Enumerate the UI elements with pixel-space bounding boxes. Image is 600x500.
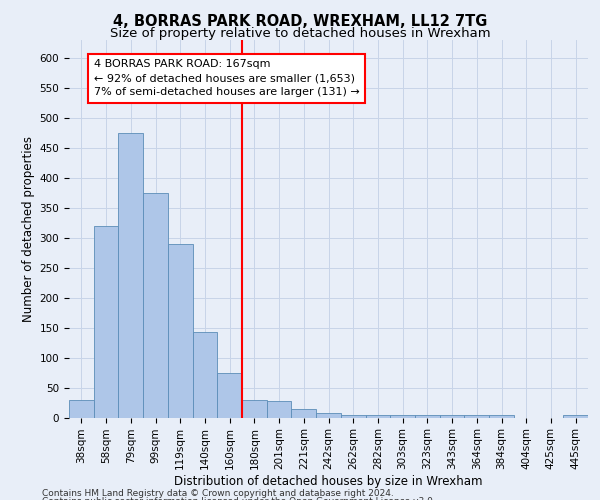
Bar [193, 332, 217, 418]
Bar [489, 415, 514, 418]
Bar [242, 400, 267, 417]
Bar [464, 415, 489, 418]
Bar [143, 193, 168, 418]
X-axis label: Distribution of detached houses by size in Wrexham: Distribution of detached houses by size … [174, 475, 483, 488]
Bar [415, 415, 440, 418]
Bar [118, 133, 143, 418]
Bar [341, 415, 365, 418]
Bar [316, 412, 341, 418]
Text: 4, BORRAS PARK ROAD, WREXHAM, LL12 7TG: 4, BORRAS PARK ROAD, WREXHAM, LL12 7TG [113, 14, 487, 29]
Y-axis label: Number of detached properties: Number of detached properties [22, 136, 35, 322]
Text: Contains public sector information licensed under the Open Government Licence v3: Contains public sector information licen… [42, 498, 436, 500]
Bar [365, 415, 390, 418]
Bar [390, 415, 415, 418]
Bar [217, 372, 242, 418]
Bar [292, 408, 316, 418]
Bar [94, 226, 118, 418]
Text: Size of property relative to detached houses in Wrexham: Size of property relative to detached ho… [110, 28, 490, 40]
Text: Contains HM Land Registry data © Crown copyright and database right 2024.: Contains HM Land Registry data © Crown c… [42, 488, 394, 498]
Bar [440, 415, 464, 418]
Text: 4 BORRAS PARK ROAD: 167sqm
← 92% of detached houses are smaller (1,653)
7% of se: 4 BORRAS PARK ROAD: 167sqm ← 92% of deta… [94, 59, 359, 97]
Bar [69, 400, 94, 417]
Bar [563, 414, 588, 418]
Bar [168, 244, 193, 418]
Bar [267, 400, 292, 417]
